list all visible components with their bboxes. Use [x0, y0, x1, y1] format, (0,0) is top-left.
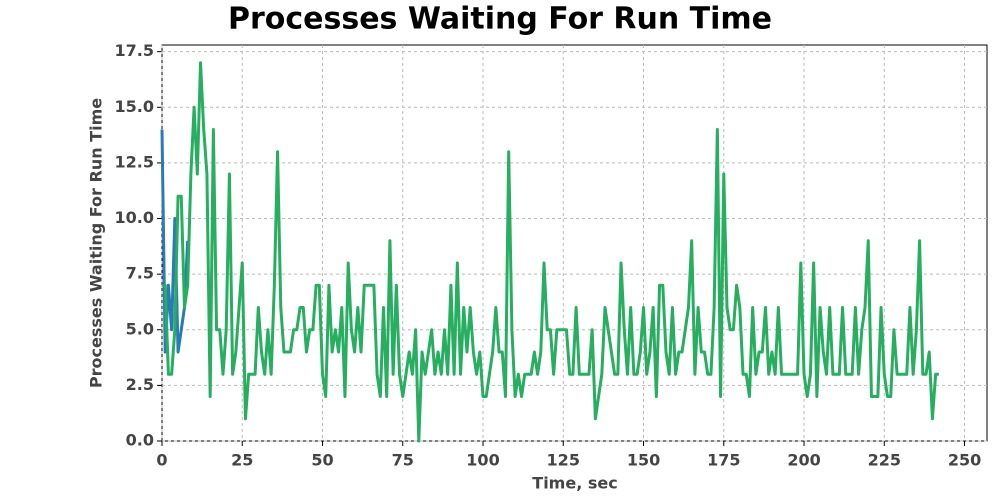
x-tick-label: 200	[787, 451, 820, 470]
y-tick-label: 17.5	[115, 41, 154, 60]
y-tick-label: 7.5	[126, 264, 154, 283]
x-tick-label: 75	[392, 451, 414, 470]
x-tick-label: 225	[868, 451, 901, 470]
y-tick-label: 2.5	[126, 375, 154, 394]
x-tick-label: 25	[231, 451, 253, 470]
x-tick-label: 175	[707, 451, 740, 470]
y-tick-label: 12.5	[115, 152, 154, 171]
x-tick-label: 125	[547, 451, 580, 470]
chart-title: Processes Waiting For Run Time	[228, 2, 772, 37]
x-tick-label: 250	[948, 451, 981, 470]
y-tick-label: 0.0	[126, 431, 154, 450]
y-tick-label: 5.0	[126, 319, 154, 338]
y-axis-label: Processes Waiting For Run Time	[87, 98, 106, 388]
x-tick-label: 50	[311, 451, 333, 470]
x-tick-label: 150	[627, 451, 660, 470]
x-tick-label: 0	[156, 451, 167, 470]
x-axis-label: Time, sec	[532, 474, 617, 493]
y-tick-label: 15.0	[115, 97, 154, 116]
x-tick-label: 100	[466, 451, 499, 470]
series-line	[162, 61, 939, 443]
plot-area	[161, 44, 988, 442]
y-tick-label: 10.0	[115, 208, 154, 227]
